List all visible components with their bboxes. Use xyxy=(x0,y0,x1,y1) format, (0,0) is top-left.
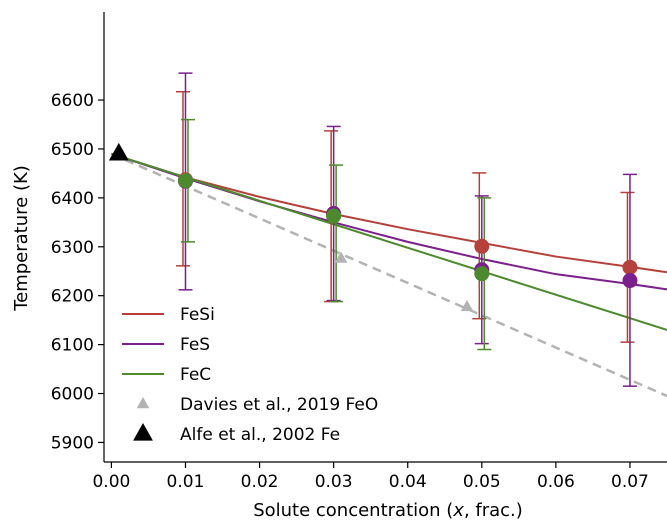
alfe-point-0 xyxy=(108,142,129,161)
y-tick-label-6: 6500 xyxy=(51,140,94,160)
legend-entry-davies: Davies et al., 2019 FeO xyxy=(136,395,378,415)
y-tick-label-3: 6200 xyxy=(51,287,94,307)
fec-point-1 xyxy=(326,208,342,224)
davies-reference-line xyxy=(110,152,667,398)
plot-area xyxy=(108,72,667,398)
legend-entry-fes: FeS xyxy=(122,335,210,355)
legend-entry-fec: FeC xyxy=(122,365,211,385)
x-axis-label-var: x xyxy=(452,500,464,521)
fec-point-2 xyxy=(474,266,490,282)
y-tick-label-4: 6300 xyxy=(51,238,94,258)
legend-label-fes: FeS xyxy=(180,335,210,355)
legend-label-fesi: FeSi xyxy=(180,305,215,325)
x-axis-label: Solute concentration (x, frac.) xyxy=(253,500,523,521)
legend: FeSi FeS FeC Davies et al., 2019 FeO Alfe et… xyxy=(122,305,378,445)
y-axis-label: Temperature (K) xyxy=(11,165,32,312)
y-tick-label-1: 6000 xyxy=(51,385,94,405)
fesi-fit-line xyxy=(111,152,667,274)
fec-error-bar-1 xyxy=(329,164,344,303)
fec-fit-line xyxy=(111,152,667,331)
legend-swatch-alfe xyxy=(133,423,153,441)
x-tick-label-3: 0.03 xyxy=(315,472,353,492)
legend-swatch-davies xyxy=(136,397,150,409)
fesi-point-2 xyxy=(474,238,490,254)
fec-point-0 xyxy=(177,173,193,189)
legend-label-alfe: Alfe et al., 2002 Fe xyxy=(180,425,340,445)
legend-label-fec: FeC xyxy=(180,365,211,385)
x-tick-label-7: 0.07 xyxy=(611,472,649,492)
legend-label-davies: Davies et al., 2019 FeO xyxy=(180,395,378,415)
x-tick-label-1: 0.01 xyxy=(167,472,205,492)
x-axis-label-prefix: Solute concentration ( xyxy=(253,500,453,521)
x-tick-label-5: 0.05 xyxy=(463,472,501,492)
legend-entry-alfe: Alfe et al., 2002 Fe xyxy=(133,423,340,445)
y-tick-label-7: 6600 xyxy=(51,91,94,111)
y-tick-label-0: 5900 xyxy=(51,433,94,453)
davies-point-0 xyxy=(334,251,348,263)
legend-entry-fesi: FeSi xyxy=(122,305,215,325)
x-tick-label-0: 0.00 xyxy=(92,472,130,492)
y-tick-label-5: 6400 xyxy=(51,189,94,209)
fesi-point-3 xyxy=(622,259,638,275)
y-tick-label-2: 6100 xyxy=(51,336,94,356)
fes-point-3 xyxy=(622,273,638,289)
x-axis-label-suffix: , frac.) xyxy=(464,500,523,521)
axes: 0.00 0.01 0.02 0.03 0.04 0.05 0.06 0.07 5900 6000… xyxy=(51,12,667,492)
x-tick-label-2: 0.02 xyxy=(241,472,279,492)
x-tick-label-6: 0.06 xyxy=(537,472,575,492)
davies-point-1 xyxy=(460,299,474,312)
x-tick-label-4: 0.04 xyxy=(389,472,427,492)
